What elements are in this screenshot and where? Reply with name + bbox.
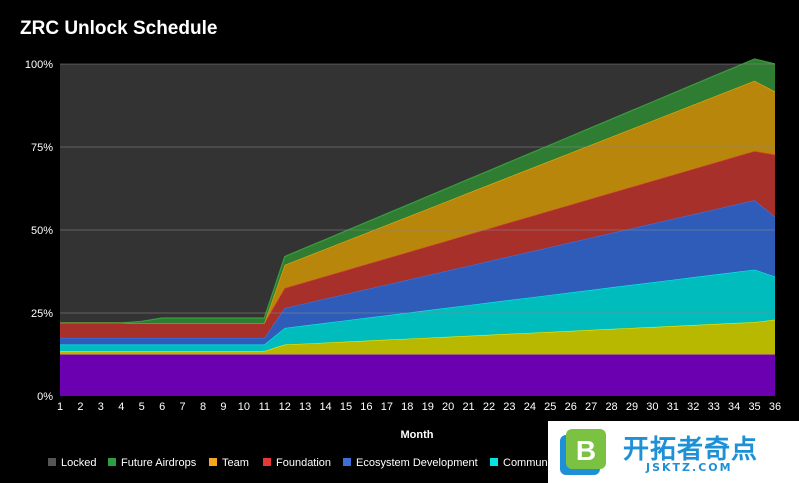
area-series-2	[60, 269, 775, 352]
x-tick-label: 4	[118, 401, 124, 413]
x-tick-label: 36	[769, 401, 781, 413]
x-tick-label: 7	[180, 401, 186, 413]
x-tick-label: 35	[748, 401, 760, 413]
watermark-text-cn: 开拓者奇点	[623, 435, 759, 465]
x-tick-label: 10	[238, 401, 250, 413]
watermark-logo-letter: B	[576, 435, 596, 466]
area-series-1	[60, 319, 775, 355]
y-tick-label: 100%	[25, 59, 53, 71]
legend-swatch	[263, 458, 271, 466]
x-tick-label: 12	[279, 401, 291, 413]
legend-swatch	[209, 458, 217, 466]
area-series-3	[60, 200, 775, 345]
legend-label: Team	[222, 457, 249, 469]
x-tick-label: 25	[544, 401, 556, 413]
x-tick-label: 28	[605, 401, 617, 413]
legend: Locked Future Airdrops Team Foundation Ecosy…	[48, 457, 550, 469]
gridlines	[60, 63, 775, 314]
area-series-0	[60, 354, 775, 396]
y-tick-label: 50%	[31, 225, 53, 237]
x-tick-label: 18	[401, 401, 413, 413]
area-series-6	[60, 58, 775, 323]
x-tick-label: 23	[503, 401, 515, 413]
x-tick-label: 33	[708, 401, 720, 413]
legend-label: Ecosystem Development	[356, 457, 478, 469]
x-axis-label: Month	[401, 429, 434, 441]
x-tick-label: 15	[340, 401, 352, 413]
x-tick-label: 17	[381, 401, 393, 413]
x-tick-label: 24	[524, 401, 536, 413]
watermark-text-en: JSKTZ.COM	[646, 461, 733, 474]
y-tick-label: 0%	[37, 391, 53, 403]
x-tick-label: 2	[77, 401, 83, 413]
watermark-logo-icon: B	[560, 429, 606, 475]
legend-label: Future Airdrops	[121, 457, 197, 469]
legend-label: Foundation	[276, 457, 331, 469]
y-tick-label: 75%	[31, 142, 53, 154]
legend-swatch	[490, 458, 498, 466]
x-tick-label: 11	[259, 401, 270, 413]
legend-label: Communi	[503, 457, 550, 469]
y-tick-label: 25%	[31, 308, 53, 320]
x-tick-label: 19	[422, 401, 434, 413]
x-tick-label: 14	[319, 401, 331, 413]
x-tick-label: 1	[57, 401, 63, 413]
x-tick-label: 20	[442, 401, 454, 413]
area-edge-6	[60, 58, 776, 324]
x-tick-label: 9	[220, 401, 226, 413]
x-tick-label: 6	[159, 401, 165, 413]
x-tick-label: 34	[728, 401, 740, 413]
x-tick-label: 31	[667, 401, 679, 413]
x-tick-label: 32	[687, 401, 699, 413]
x-tick-label: 29	[626, 401, 638, 413]
x-tick-label: 21	[462, 401, 474, 413]
area-series-5	[60, 80, 775, 323]
x-tick-label: 22	[483, 401, 495, 413]
legend-swatch	[48, 458, 56, 466]
x-tick-labels: 1 2 3 4 5 6 7 8 9 10 11 12 13 14 15 16 17 18 19 20 21 22 23 24 2…	[57, 401, 781, 413]
x-tick-label: 30	[646, 401, 658, 413]
y-tick-labels: 0% 25% 50% 75% 100%	[25, 59, 53, 403]
x-tick-label: 27	[585, 401, 597, 413]
watermark: B 开拓者奇点 JSKTZ.COM	[548, 421, 799, 483]
legend-swatch	[108, 458, 116, 466]
x-tick-label: 13	[299, 401, 311, 413]
x-tick-label: 8	[200, 401, 206, 413]
legend-swatch	[343, 458, 351, 466]
x-tick-label: 5	[139, 401, 145, 413]
x-tick-label: 16	[360, 401, 372, 413]
chart-title: ZRC Unlock Schedule	[20, 18, 218, 39]
x-tick-label: 3	[98, 401, 104, 413]
x-tick-label: 26	[565, 401, 577, 413]
legend-label: Locked	[61, 457, 96, 469]
stacked-areas	[60, 58, 776, 396]
